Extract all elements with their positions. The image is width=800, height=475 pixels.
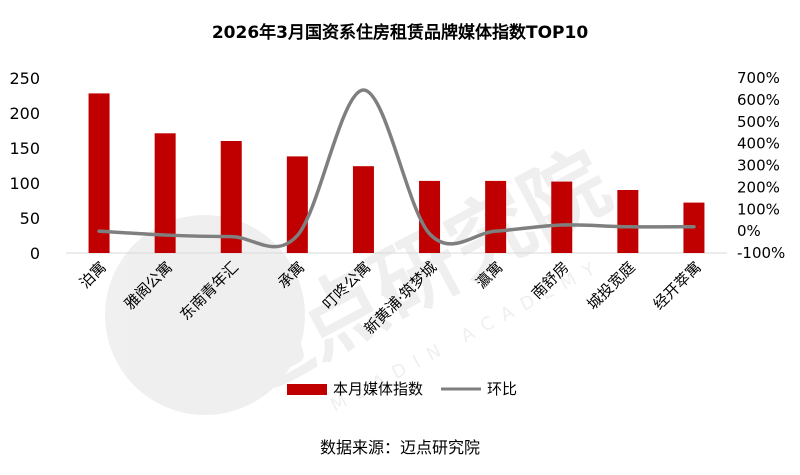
bar (419, 180, 441, 253)
bar (485, 180, 507, 253)
left-tick-label: 250 (9, 69, 40, 88)
right-tick-label: 700% (737, 69, 780, 87)
bar-series (88, 93, 705, 254)
bar (551, 181, 573, 253)
bar (154, 133, 176, 253)
left-tick-label: 200 (9, 104, 40, 123)
legend: 本月媒体指数 环比 (287, 380, 517, 398)
x-tick-label: 经开萃寓 (650, 258, 705, 313)
bar (88, 93, 110, 254)
legend-bar-swatch (287, 384, 327, 395)
right-tick-label: 500% (737, 113, 780, 131)
axes: 0 50 100 150 200 250 -100% 0% 100% 200% 300% 400% 50… (9, 69, 785, 263)
x-tick-label: 泊寓 (76, 258, 110, 292)
left-tick-label: 0 (30, 244, 40, 263)
bar (352, 166, 374, 253)
legend-bar-label: 本月媒体指数 (333, 380, 423, 398)
right-tick-label: 600% (737, 91, 780, 109)
bar (220, 141, 242, 253)
line-path (97, 88, 696, 249)
right-tick-label: 200% (737, 178, 780, 196)
left-tick-label: 150 (9, 139, 40, 158)
line-series (97, 88, 696, 249)
right-tick-label: 300% (737, 157, 780, 175)
right-tick-label: 0% (737, 222, 761, 240)
right-tick-label: 400% (737, 135, 780, 153)
bar (617, 190, 639, 253)
left-tick-label: 100 (9, 174, 40, 193)
data-source: 数据来源：迈点研究院 (319, 438, 480, 457)
chart-title: 2026年3月国资系住房租赁品牌媒体指数TOP10 (211, 23, 589, 43)
right-tick-label: -100% (737, 244, 785, 262)
right-tick-label: 100% (737, 200, 780, 218)
bar (286, 156, 308, 253)
left-tick-label: 50 (20, 209, 40, 228)
legend-line-label: 环比 (487, 380, 517, 398)
